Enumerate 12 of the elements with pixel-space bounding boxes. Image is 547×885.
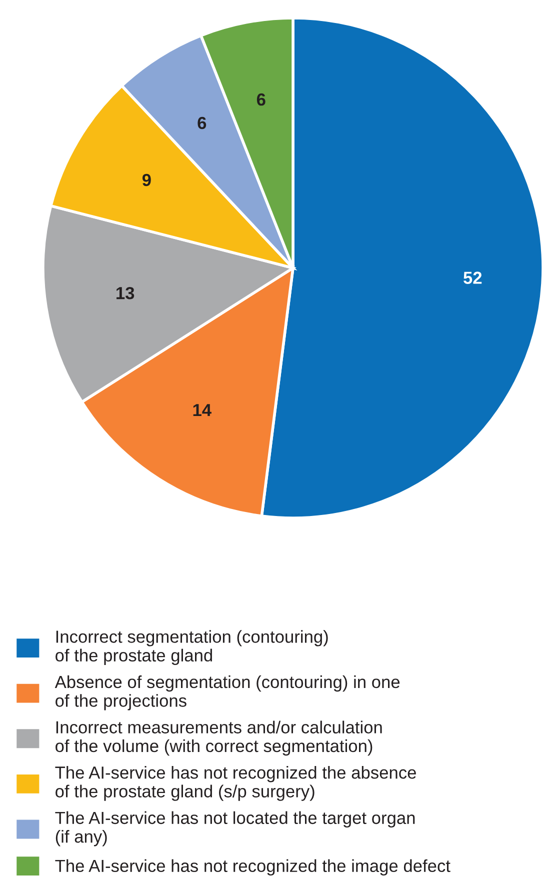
data-label: 9 bbox=[142, 174, 151, 186]
data-label: 13 bbox=[116, 286, 134, 300]
legend-label: Incorrect measurements and/or calculation of the volume (with correct segmentation) bbox=[56, 720, 382, 756]
data-label: 14 bbox=[193, 404, 212, 416]
data-label: 6 bbox=[256, 93, 266, 106]
data-label: 52 bbox=[464, 272, 482, 284]
legend-label: The AI-service has not recognized the absence of the prostate gland (s/p surgery) bbox=[55, 766, 416, 801]
legend-label: Incorrect segmentation (contouring) of the prostate gland bbox=[56, 630, 328, 665]
legend-label: The AI-service has not recognized the image defect bbox=[55, 859, 450, 876]
data-label: 6 bbox=[198, 116, 206, 130]
legend-label: Absence of segmentation (contouring) in one of the projections bbox=[54, 675, 400, 710]
legend-label: The AI-service has not located the target organ (if any) bbox=[55, 811, 415, 846]
